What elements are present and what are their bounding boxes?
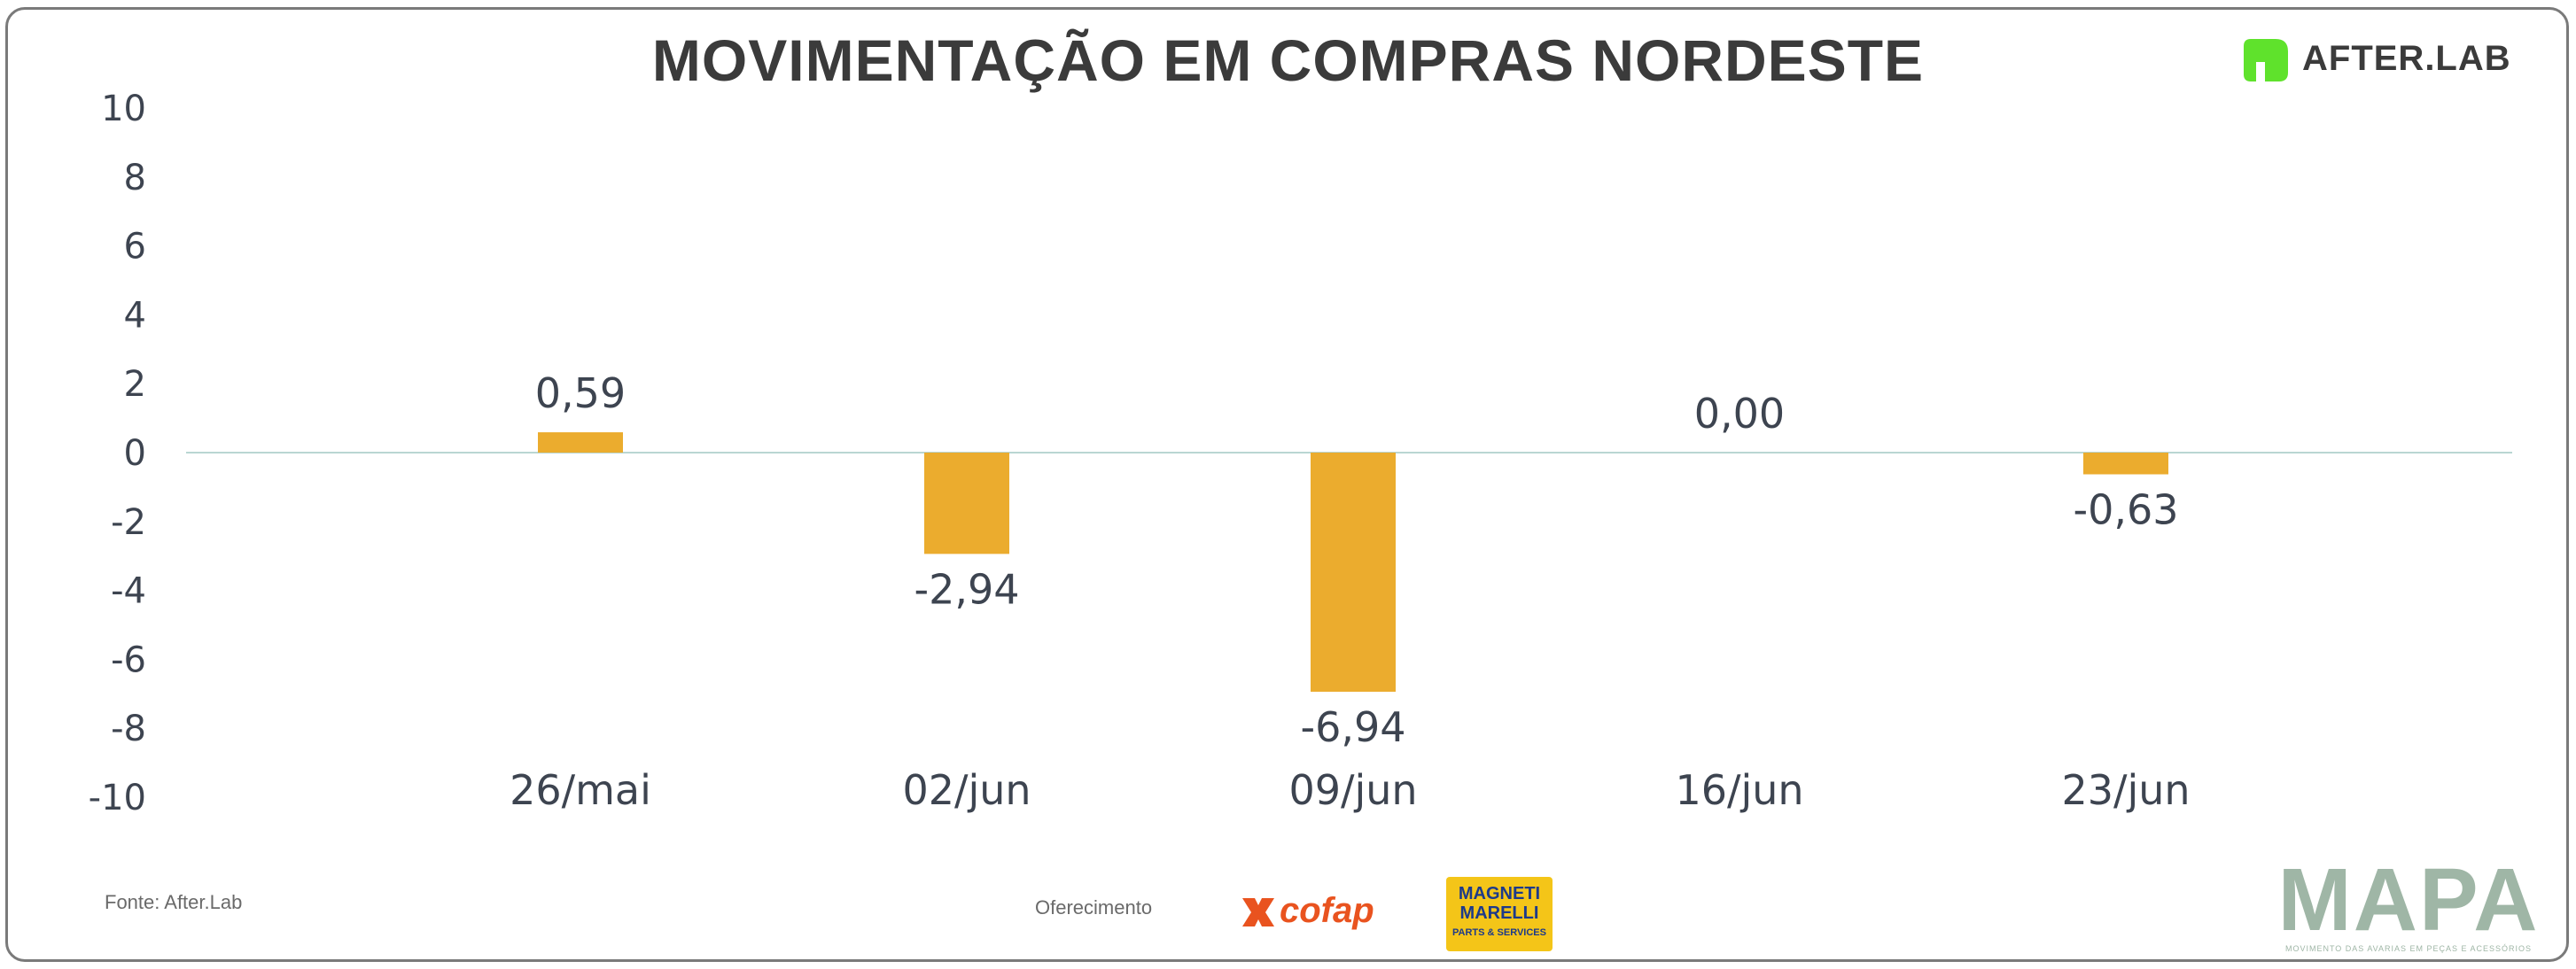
cofap-mark-icon bbox=[1242, 898, 1274, 926]
cofap-name: cofap bbox=[1280, 891, 1374, 930]
bar bbox=[1311, 453, 1396, 692]
brand-mark-icon bbox=[2244, 39, 2288, 81]
x-category-label: 23/jun bbox=[2061, 766, 2190, 814]
y-tick-label: -2 bbox=[111, 502, 146, 543]
magneti-marelli-name: MAGNETI MARELLI bbox=[1458, 884, 1541, 923]
y-tick-label: -4 bbox=[111, 571, 146, 612]
bar bbox=[2083, 453, 2168, 475]
y-tick-label: 2 bbox=[124, 364, 146, 405]
chart-title: MOVIMENTAÇÃO EM COMPRAS NORDESTE bbox=[651, 27, 1925, 93]
x-category-label: 26/mai bbox=[510, 766, 651, 814]
y-tick-label: 0 bbox=[124, 433, 146, 474]
cofap-logo: cofap bbox=[1239, 889, 1416, 935]
magneti-marelli-logo: MAGNETI MARELLI PARTS & SERVICES bbox=[1446, 877, 1553, 951]
data-label: 0,59 bbox=[535, 369, 626, 417]
data-label: -0,63 bbox=[2073, 486, 2178, 534]
y-tick-label: 6 bbox=[124, 227, 146, 267]
y-tick-label: -10 bbox=[89, 778, 146, 818]
source-note: Fonte: After.Lab bbox=[105, 891, 243, 913]
x-category-label: 02/jun bbox=[902, 766, 1031, 814]
brand-name: AFTER.LAB bbox=[2302, 39, 2511, 78]
bar bbox=[924, 453, 1009, 554]
mapa-title: MAPA bbox=[2277, 850, 2540, 950]
mapa-subtitle: MOVIMENTO DAS AVARIAS EM PEÇAS E ACESSÓR… bbox=[2284, 944, 2533, 953]
x-category-label: 09/jun bbox=[1288, 766, 1417, 814]
bar bbox=[538, 432, 623, 453]
y-tick-label: -6 bbox=[111, 640, 146, 680]
brand-logo: AFTER.LAB bbox=[2240, 34, 2524, 87]
magneti-marelli-subtitle: PARTS & SERVICES bbox=[1452, 927, 1546, 938]
sponsor-label: Oferecimento bbox=[1035, 896, 1153, 919]
x-category-label: 16/jun bbox=[1675, 766, 1803, 814]
data-label: -2,94 bbox=[914, 565, 1019, 613]
y-tick-label: 4 bbox=[124, 295, 146, 336]
y-tick-label: -8 bbox=[111, 709, 146, 749]
data-label: -6,94 bbox=[1300, 703, 1405, 751]
mapa-logo: MAPA MOVIMENTO DAS AVARIAS EM PEÇAS E AC… bbox=[2276, 856, 2541, 953]
y-tick-label: 8 bbox=[124, 158, 146, 198]
chart-frame bbox=[5, 7, 2569, 962]
data-label: 0,00 bbox=[1694, 390, 1785, 438]
y-tick-label: 10 bbox=[101, 89, 146, 129]
